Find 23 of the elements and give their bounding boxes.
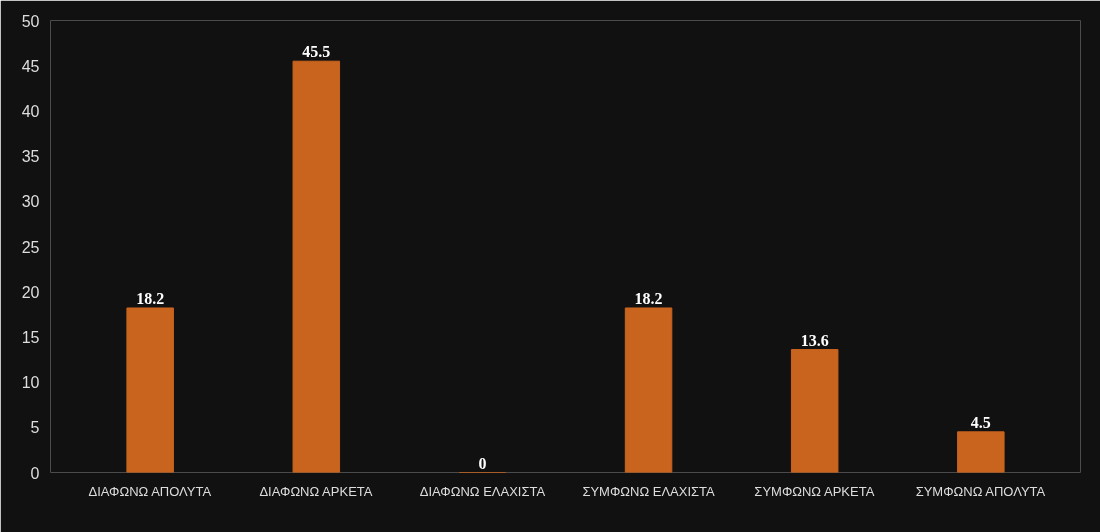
y-tick-label: 40 — [21, 102, 40, 120]
x-tick-label: ΔΙΑΦΩΝΩ ΑΠΟΛΥΤΑ — [88, 483, 212, 499]
data-label: 0 — [478, 454, 487, 472]
x-tick-label: ΣΥΜΦΩΝΩ ΕΛΑΧΙΣΤΑ — [582, 483, 716, 499]
data-label: 4.5 — [970, 413, 991, 431]
y-tick-label: 5 — [30, 419, 40, 437]
data-label: 18.2 — [136, 289, 165, 307]
y-tick-label: 20 — [21, 283, 40, 301]
data-label: 18.2 — [634, 289, 663, 307]
y-tick-label: 0 — [30, 464, 40, 482]
data-label: 13.6 — [800, 331, 829, 349]
y-tick-label: 25 — [21, 238, 40, 256]
x-tick-label: ΣΥΜΦΩΝΩ ΑΠΟΛΥΤΑ — [915, 483, 1046, 499]
x-tick-label: ΣΥΜΦΩΝΩ ΑΡΚΕΤΑ — [754, 483, 875, 499]
y-tick-label: 10 — [21, 374, 40, 392]
y-tick-label: 30 — [21, 193, 40, 211]
data-label: 45.5 — [302, 43, 331, 61]
x-tick-label: ΔΙΑΦΩΝΩ ΕΛΑΧΙΣΤΑ — [419, 483, 546, 499]
y-tick-label: 35 — [21, 148, 40, 166]
x-tick-label: ΔΙΑΦΩΝΩ ΑΡΚΕΤΑ — [259, 483, 373, 499]
y-tick-label: 45 — [21, 57, 40, 75]
y-tick-label: 15 — [21, 328, 40, 346]
y-tick-label: 50 — [21, 12, 40, 30]
